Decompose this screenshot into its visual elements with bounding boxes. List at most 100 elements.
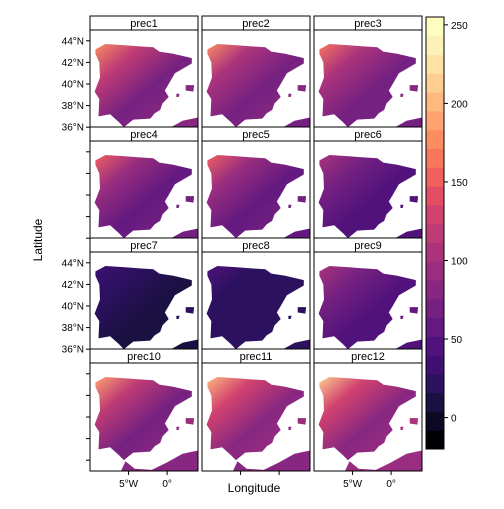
- y-tick-label: 42°N: [62, 280, 84, 291]
- land-raster: [206, 266, 304, 350]
- panel-title: prec10: [127, 351, 161, 363]
- colorbar-tick-label: 50: [451, 335, 463, 346]
- panel-title: prec1: [130, 18, 158, 30]
- island: [176, 426, 180, 430]
- panel-title: prec7: [130, 240, 158, 252]
- land-raster: [318, 44, 416, 128]
- island: [176, 93, 180, 97]
- panel-prec7: prec7 44°N 42°N 40°N 38°N 36°N: [62, 237, 199, 361]
- panel-prec1: prec1 44°N 42°N 40°N 38°N 36°N: [62, 15, 199, 139]
- island: [185, 196, 195, 203]
- panel-title: prec9: [354, 240, 382, 252]
- island: [297, 418, 307, 425]
- panel-frame: [201, 362, 311, 472]
- land-raster-africa: [120, 450, 198, 471]
- island: [409, 307, 419, 314]
- land-raster-africa: [344, 450, 422, 471]
- colorbar-swatch: [426, 430, 444, 450]
- panel-title: prec8: [242, 240, 270, 252]
- colorbar-swatch: [426, 223, 444, 243]
- land-raster: [206, 377, 304, 461]
- y-tick-label: 40°N: [62, 302, 84, 313]
- island: [297, 196, 307, 203]
- island: [288, 93, 292, 97]
- land-raster: [94, 155, 192, 239]
- island: [288, 426, 292, 430]
- panel-title: prec12: [351, 351, 385, 363]
- colorbar-swatch: [426, 298, 444, 319]
- panel-title: prec11: [240, 351, 273, 363]
- island: [185, 307, 195, 314]
- island: [288, 315, 292, 319]
- colorbar-swatch: [426, 373, 444, 394]
- island: [176, 315, 180, 319]
- colorbar-swatch: [426, 355, 444, 375]
- panel-title: prec4: [130, 129, 158, 141]
- panel-title: prec5: [242, 129, 270, 141]
- colorbar-swatch: [426, 148, 444, 168]
- colorbar-swatch: [426, 261, 444, 281]
- panel-prec8: prec8: [201, 237, 311, 361]
- colorbar-swatch: [426, 92, 444, 112]
- panel-prec10: prec10 5°W 0°: [86, 348, 199, 490]
- y-tick-label: 40°N: [62, 80, 84, 91]
- colorbar-swatch: [426, 167, 444, 187]
- land-raster: [318, 377, 416, 461]
- colorbar-swatch: [426, 110, 444, 131]
- land-raster: [94, 377, 192, 461]
- land-raster: [318, 266, 416, 350]
- panel-prec12: prec12 5°W 0°: [313, 348, 423, 490]
- land-raster: [318, 155, 416, 239]
- panel-prec6: prec6: [313, 126, 423, 250]
- panel-prec11: prec11: [201, 348, 311, 475]
- colorbar-tick-label: 150: [451, 178, 468, 189]
- x-tick-label: 0°: [162, 479, 172, 490]
- colorbar-frame: [425, 16, 445, 450]
- colorbar-swatch: [426, 186, 444, 206]
- panel-prec3: prec3: [313, 15, 423, 139]
- island: [409, 85, 419, 92]
- land-raster: [94, 44, 192, 128]
- colorbar-swatch: [426, 411, 444, 431]
- y-tick-label: 44°N: [62, 36, 84, 47]
- colorbar-swatch: [426, 204, 444, 225]
- land-raster-africa: [232, 450, 310, 471]
- colorbar-swatch: [426, 279, 444, 300]
- y-tick-label: 38°N: [62, 101, 84, 112]
- colorbar-tick-label: 200: [451, 99, 468, 110]
- colorbar-swatch: [426, 242, 444, 262]
- y-tick-label: 36°N: [62, 345, 84, 356]
- y-tick-label: 36°N: [62, 123, 84, 134]
- panel-prec5: prec5: [201, 126, 311, 250]
- island: [297, 307, 307, 314]
- x-tick-label: 5°W: [119, 479, 139, 490]
- land-raster: [206, 44, 304, 128]
- colorbar-tick-label: 100: [451, 256, 468, 267]
- island: [297, 85, 307, 92]
- colorbar-tick-label: 250: [451, 21, 468, 32]
- panel-prec9: prec9: [313, 237, 423, 361]
- island: [400, 93, 404, 97]
- panel-frame: [313, 362, 423, 472]
- x-tick-label: 5°W: [343, 479, 363, 490]
- x-tick-label: 0°: [386, 479, 396, 490]
- colorbar-swatch: [426, 336, 444, 356]
- island: [176, 204, 180, 208]
- x-axis-label: Longitude: [228, 481, 281, 495]
- y-tick-label: 38°N: [62, 323, 84, 334]
- colorbar-swatch: [426, 317, 444, 337]
- colorbar-swatch: [426, 129, 444, 149]
- island: [409, 418, 419, 425]
- y-tick-label: 42°N: [62, 58, 84, 69]
- y-axis-label: Latitude: [31, 218, 45, 261]
- land-raster: [206, 155, 304, 239]
- island: [400, 204, 404, 208]
- island: [288, 204, 292, 208]
- y-tick-label: 44°N: [62, 258, 84, 269]
- panel-title: prec2: [242, 18, 270, 30]
- island: [400, 315, 404, 319]
- colorbar-tick-label: 0: [451, 414, 457, 425]
- colorbar-swatch: [426, 54, 444, 74]
